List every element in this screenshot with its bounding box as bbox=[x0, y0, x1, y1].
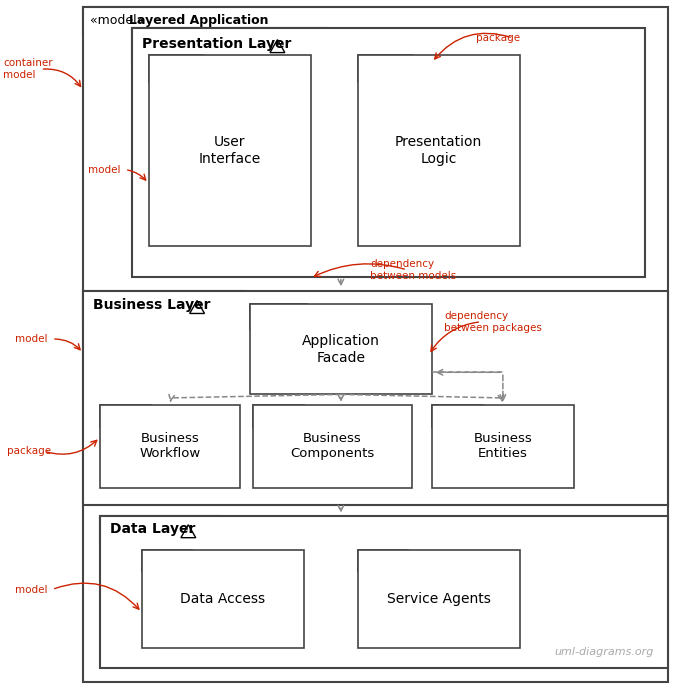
Bar bbox=[253, 405, 304, 427]
Text: User
Interface: User Interface bbox=[198, 136, 261, 165]
Bar bbox=[250, 304, 432, 394]
Text: model: model bbox=[15, 585, 47, 594]
Text: «model»: «model» bbox=[90, 15, 148, 27]
Bar bbox=[148, 55, 202, 82]
Bar bbox=[358, 55, 520, 246]
Text: container
model: container model bbox=[3, 58, 53, 80]
Bar bbox=[100, 405, 240, 488]
Text: package: package bbox=[476, 33, 520, 43]
Text: Business Layer: Business Layer bbox=[93, 298, 211, 312]
Text: model: model bbox=[88, 165, 120, 174]
Bar bbox=[358, 550, 520, 648]
Bar bbox=[100, 516, 220, 543]
Bar bbox=[83, 7, 279, 35]
Bar bbox=[358, 55, 412, 82]
Bar bbox=[432, 405, 574, 488]
Text: Business
Components: Business Components bbox=[290, 432, 375, 460]
Text: Presentation Layer: Presentation Layer bbox=[142, 37, 291, 51]
Text: Application
Facade: Application Facade bbox=[302, 334, 380, 365]
Text: Business
Entities: Business Entities bbox=[473, 432, 533, 460]
Bar bbox=[100, 405, 151, 427]
Bar bbox=[100, 516, 668, 668]
Text: Data Access: Data Access bbox=[180, 592, 265, 606]
Bar bbox=[132, 28, 327, 61]
Bar bbox=[253, 405, 412, 488]
Bar bbox=[83, 291, 668, 505]
Bar bbox=[132, 28, 645, 277]
Text: Data Layer: Data Layer bbox=[110, 522, 195, 536]
Bar bbox=[148, 55, 310, 246]
Bar bbox=[432, 405, 483, 427]
Bar bbox=[83, 291, 244, 320]
Bar bbox=[358, 550, 408, 571]
Bar bbox=[83, 7, 668, 682]
Bar bbox=[142, 550, 304, 648]
Text: model: model bbox=[15, 334, 47, 344]
Bar bbox=[142, 550, 192, 571]
Text: Business
Workflow: Business Workflow bbox=[139, 432, 200, 460]
Bar bbox=[250, 304, 307, 329]
Text: Layered Application: Layered Application bbox=[129, 15, 269, 27]
Text: Service Agents: Service Agents bbox=[387, 592, 491, 606]
Text: package: package bbox=[7, 446, 51, 456]
Text: uml-diagrams.org: uml-diagrams.org bbox=[554, 647, 653, 657]
Text: dependency
between packages: dependency between packages bbox=[444, 311, 542, 333]
Text: Presentation
Logic: Presentation Logic bbox=[395, 136, 483, 165]
Text: dependency
between models: dependency between models bbox=[370, 259, 456, 281]
